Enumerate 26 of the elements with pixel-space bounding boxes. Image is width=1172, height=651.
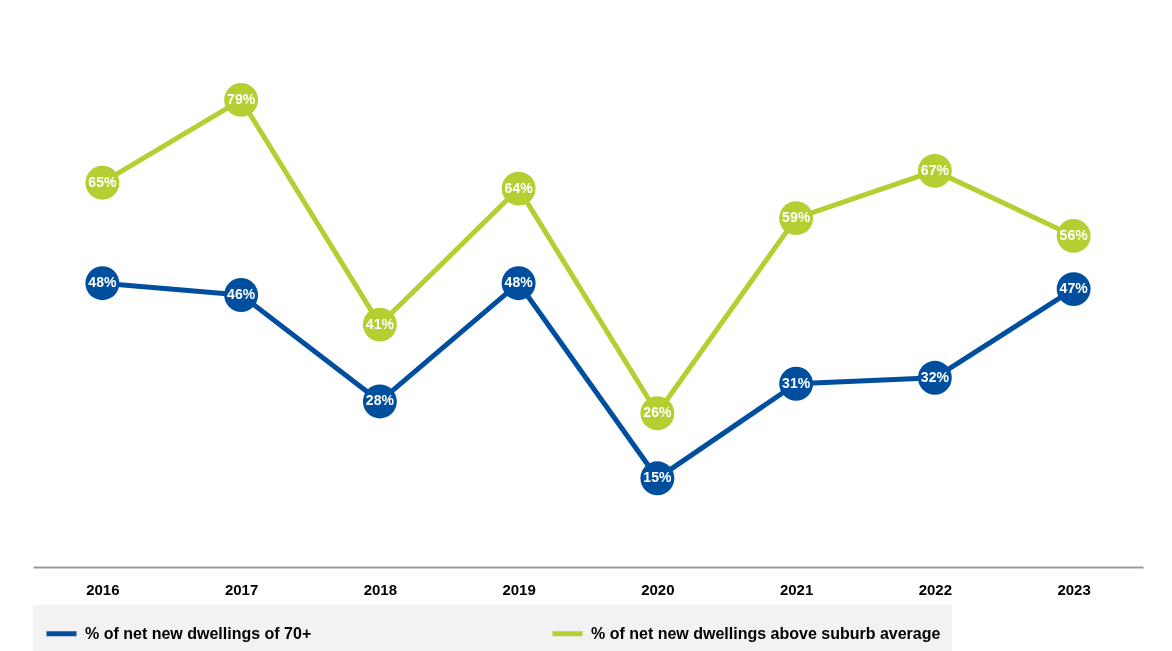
x-tick-label: 2021 bbox=[779, 580, 814, 598]
legend-label: % of net new dwellings of 70+ bbox=[85, 624, 312, 642]
data-label: 26% bbox=[643, 404, 672, 421]
data-label: 41% bbox=[365, 315, 395, 332]
data-label: 59% bbox=[782, 209, 811, 226]
x-tick-label: 2020 bbox=[641, 580, 675, 598]
data-label: 56% bbox=[1059, 226, 1089, 243]
x-tick-label: 2023 bbox=[1057, 580, 1091, 598]
data-label: 67% bbox=[920, 161, 950, 178]
x-tick-label: 2022 bbox=[918, 580, 953, 598]
data-label: 65% bbox=[88, 173, 117, 190]
data-label: 28% bbox=[365, 392, 395, 409]
x-tick-label: 2019 bbox=[502, 580, 536, 598]
data-label: 47% bbox=[1059, 280, 1089, 297]
x-tick-label: 2018 bbox=[363, 580, 398, 598]
data-label: 15% bbox=[643, 469, 672, 486]
data-label: 32% bbox=[920, 368, 950, 385]
legend-label: % of net new dwellings above suburb average bbox=[591, 624, 941, 642]
data-label: 46% bbox=[227, 286, 256, 303]
x-tick-label: 2017 bbox=[224, 580, 259, 598]
data-label: 79% bbox=[227, 90, 256, 107]
data-label: 48% bbox=[88, 274, 117, 291]
x-tick-label: 2016 bbox=[86, 580, 120, 598]
data-label: 48% bbox=[504, 274, 534, 291]
data-label: 64% bbox=[504, 179, 534, 196]
data-label: 31% bbox=[782, 374, 811, 391]
